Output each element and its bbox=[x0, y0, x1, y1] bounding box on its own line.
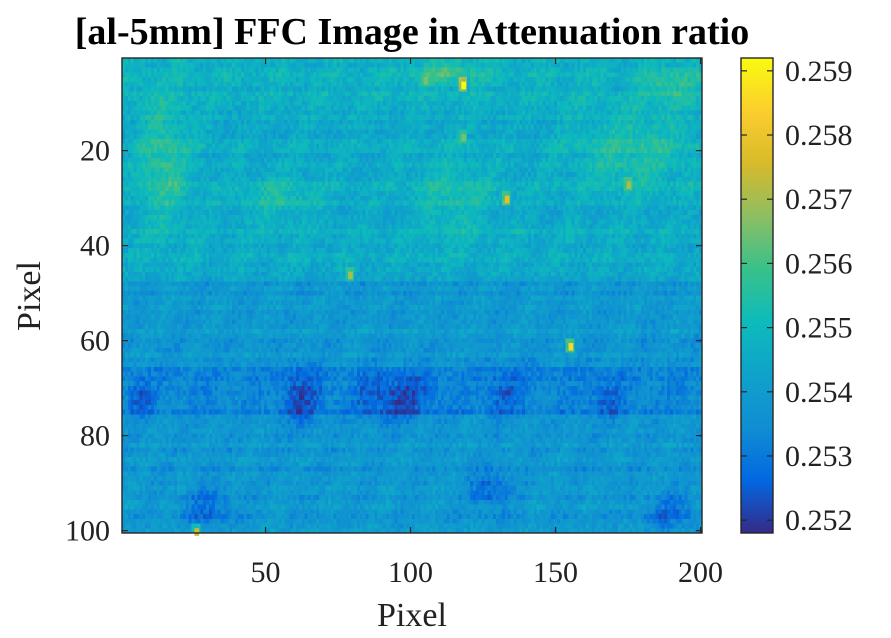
y-tick-label: 60 bbox=[80, 325, 110, 358]
x-tick-label: 50 bbox=[251, 556, 281, 589]
x-tick-label: 150 bbox=[533, 556, 578, 589]
y-tick-label: 40 bbox=[80, 230, 110, 263]
y-axis: 20 40 60 80 100 bbox=[65, 135, 702, 548]
plot-frame bbox=[121, 57, 703, 534]
hot-spot bbox=[626, 181, 632, 190]
hot-spot bbox=[348, 271, 353, 280]
colorbar-tick-label: 0.258 bbox=[785, 119, 853, 152]
colorbar: 0.252 0.253 0.254 0.255 0.256 0.257 0.258 0.259 bbox=[740, 55, 853, 537]
colorbar-frame bbox=[740, 57, 774, 534]
colorbar-tick-label: 0.256 bbox=[785, 247, 853, 280]
colorbar-tick-label: 0.257 bbox=[785, 183, 853, 216]
y-tick-label: 100 bbox=[65, 515, 110, 548]
hot-spot bbox=[568, 343, 574, 351]
hot-spot bbox=[504, 195, 510, 204]
x-tick-label: 100 bbox=[388, 556, 433, 589]
heatmap-image bbox=[122, 58, 702, 533]
plot-area bbox=[121, 57, 703, 536]
x-axis: 50 100 150 200 bbox=[251, 58, 723, 589]
x-tick-label: 200 bbox=[678, 556, 723, 589]
y-tick-label: 80 bbox=[80, 420, 110, 453]
hot-spot bbox=[194, 528, 200, 536]
colorbar-tick-label: 0.252 bbox=[785, 504, 853, 537]
y-tick-label: 20 bbox=[80, 135, 110, 168]
hot-spot bbox=[461, 81, 466, 90]
hot-spot bbox=[423, 77, 429, 85]
colorbar-tick-label: 0.259 bbox=[785, 55, 853, 88]
colorbar-gradient bbox=[741, 58, 773, 533]
colorbar-tick-label: 0.254 bbox=[785, 376, 853, 409]
hot-spot bbox=[461, 134, 466, 142]
x-axis-label: Pixel bbox=[377, 597, 447, 634]
y-axis-label: Pixel bbox=[11, 261, 48, 331]
colorbar-tick-label: 0.255 bbox=[785, 312, 853, 345]
colorbar-tick-label: 0.253 bbox=[785, 440, 853, 473]
chart-title: [al-5mm] FFC Image in Attenuation ratio bbox=[75, 11, 749, 53]
